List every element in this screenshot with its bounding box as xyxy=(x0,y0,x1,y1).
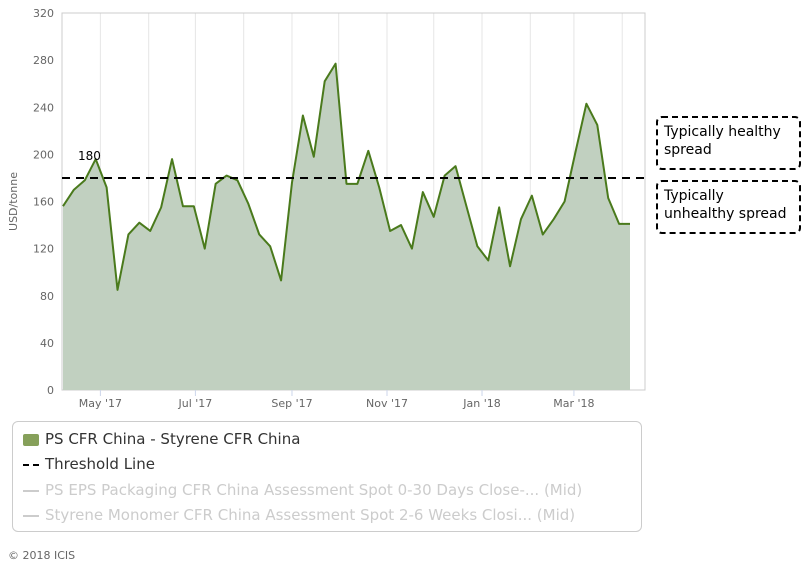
x-tick-label: May '17 xyxy=(79,397,122,410)
annotation-healthy-spread: Typically healthy spread xyxy=(656,116,801,170)
y-tick-label: 80 xyxy=(40,290,54,303)
legend-label: PS CFR China - Styrene CFR China xyxy=(45,430,301,448)
y-tick-label: 0 xyxy=(47,384,54,397)
y-tick-label: 320 xyxy=(33,7,54,20)
x-tick-label: Jul '17 xyxy=(178,397,213,410)
legend-swatch-area xyxy=(23,433,39,446)
legend-item-ps-eps[interactable]: PS EPS Packaging CFR China Assessment Sp… xyxy=(23,481,582,499)
legend-swatch-line xyxy=(23,489,39,492)
y-tick-label: 120 xyxy=(33,243,54,256)
y-tick-label: 240 xyxy=(33,101,54,114)
annotation-line: unhealthy spread xyxy=(664,206,787,222)
annotation-line: Typically xyxy=(664,188,724,204)
y-tick-label: 200 xyxy=(33,148,54,161)
y-tick-label: 280 xyxy=(33,54,54,67)
annotation-line: Typically healthy xyxy=(664,124,781,140)
legend-label: PS EPS Packaging CFR China Assessment Sp… xyxy=(45,481,583,499)
legend-swatch-dash xyxy=(23,463,39,466)
y-tick-label: 160 xyxy=(33,196,54,209)
y-axis-label: USD/tonne xyxy=(7,172,20,231)
legend-label: Threshold Line xyxy=(45,455,155,473)
annotation-line: spread xyxy=(664,142,712,158)
x-tick-label: Sep '17 xyxy=(271,397,312,410)
legend-swatch-line xyxy=(23,514,39,517)
y-tick-label: 40 xyxy=(40,337,54,350)
copyright: © 2018 ICIS xyxy=(8,549,76,562)
series-area-fill xyxy=(63,63,630,391)
annotation-unhealthy-spread: Typically unhealthy spread xyxy=(656,180,801,234)
legend-item-styrene-monomer[interactable]: Styrene Monomer CFR China Assessment Spo… xyxy=(23,506,575,524)
legend-item-ps-styrene[interactable]: PS CFR China - Styrene CFR China xyxy=(23,430,300,448)
x-tick-label: Jan '18 xyxy=(462,397,500,410)
legend-item-threshold[interactable]: Threshold Line xyxy=(23,455,155,473)
legend-label: Styrene Monomer CFR China Assessment Spo… xyxy=(45,506,576,524)
x-tick-label: Nov '17 xyxy=(366,397,408,410)
threshold-label: 180 xyxy=(78,149,101,163)
x-tick-label: Mar '18 xyxy=(553,397,594,410)
legend: PS CFR China - Styrene CFR China Thresho… xyxy=(12,421,642,532)
series-line xyxy=(62,62,630,291)
